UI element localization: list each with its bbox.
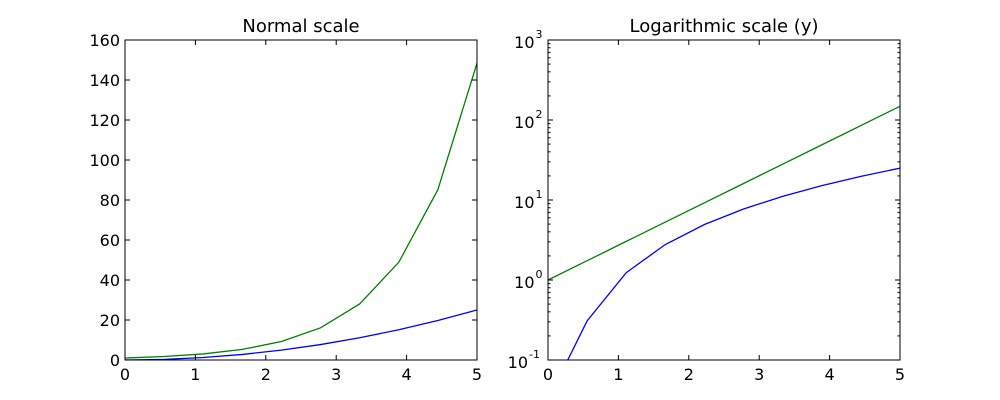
x-tick-label: 5 [472,365,482,384]
y-tick-label: 140 [89,71,120,90]
y-tick-label-base: 10 [514,193,534,212]
chart-title: Normal scale [242,16,359,37]
x-tick-label: 4 [402,365,412,384]
y-tick-label: 0 [110,351,120,370]
x-tick-label: 5 [895,365,905,384]
x-tick-label: 0 [543,365,553,384]
y-tick-label: 160 [89,31,120,50]
x-tick-label: 3 [754,365,764,384]
y-tick-label-exponent: 2 [536,108,543,121]
plot-frame [547,39,901,361]
y-tick-label: 120 [89,111,120,130]
y-tick-label: 100 [89,151,120,170]
y-tick-label: 80 [100,191,120,210]
x-tick-label: 1 [613,365,623,384]
x-tick-label: 4 [825,365,835,384]
series-line-2 [125,62,477,359]
x-axis: 0 1 2 3 4 5 [120,40,482,384]
y-tick-label-exponent: 1 [536,188,543,201]
series-group [125,62,477,360]
series-line-2 [548,105,900,281]
x-tick-label: 0 [120,365,130,384]
y-tick-label-base: 10 [514,33,534,52]
y-tick-label: 10 1 [514,188,542,212]
y-tick-label: 40 [100,271,120,290]
y-axis: 0 20 40 60 80 100 120 140 160 [89,31,477,370]
plot-frame [124,39,478,361]
x-tick-label: 2 [684,365,694,384]
y-tick-label-base: 10 [514,113,534,132]
series-line-1 [125,309,477,360]
y-tick-label-exponent: 0 [536,268,543,281]
y-tick-label: 10 -1 [508,348,540,372]
series-line-1 [567,167,900,360]
x-tick-label: 2 [261,365,271,384]
y-tick-label-base: 10 [514,273,534,292]
y-tick-label: 20 [100,311,120,330]
y-tick-label: 60 [100,231,120,250]
x-tick-label: 3 [331,365,341,384]
y-tick-label: 10 2 [514,108,542,132]
y-tick-label-base: 10 [508,353,528,372]
y-tick-label-exponent: -1 [529,348,540,361]
chart-title: Logarithmic scale (y) [630,16,819,37]
y-tick-label-exponent: 3 [536,28,543,41]
subplot-normal-scale: Normal scale 0 1 2 3 4 5 0 20 40 60 80 100 120 140 16… [89,16,482,384]
x-tick-label: 1 [190,365,200,384]
series-group [548,105,900,360]
y-tick-label: 10 3 [514,28,542,52]
x-axis: 0 1 2 3 4 5 [543,40,905,384]
